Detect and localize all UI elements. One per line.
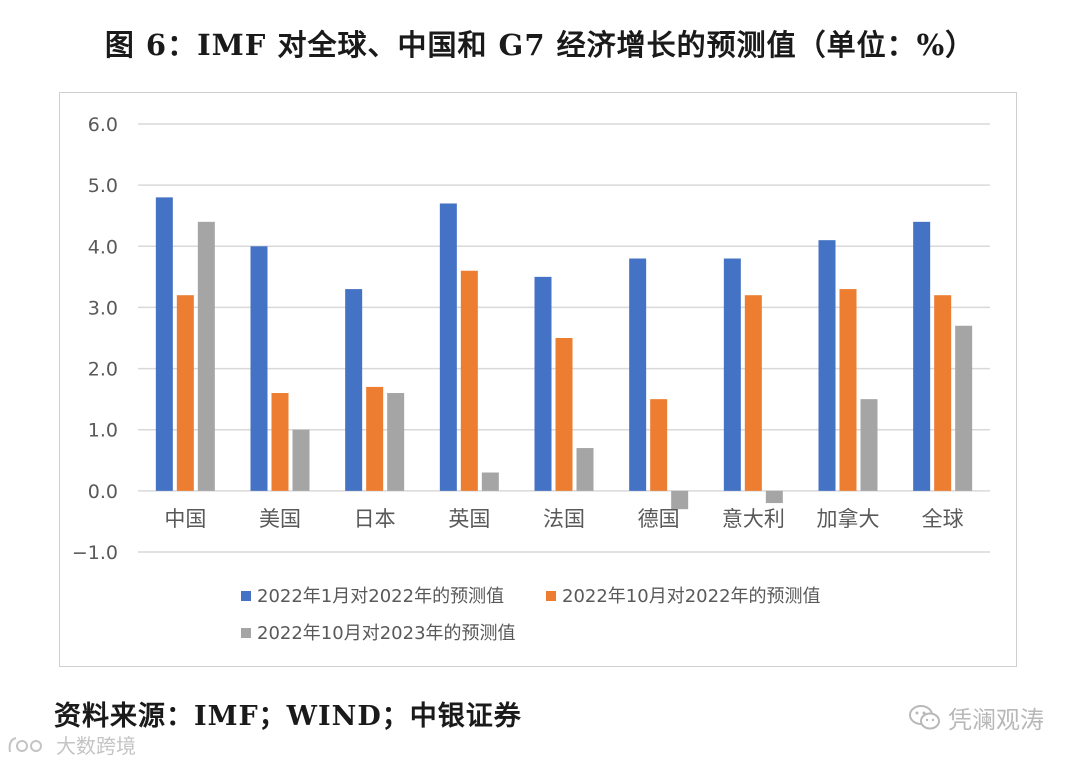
bar-3 xyxy=(197,221,215,491)
watermark-brand: 凭澜观涛 xyxy=(908,700,1044,735)
bar-2 xyxy=(934,295,952,491)
bar-3 xyxy=(387,393,405,491)
bar-1 xyxy=(155,197,173,491)
y-tick-label: 0.0 xyxy=(88,481,118,503)
watermark-site: 大数跨境 xyxy=(6,730,136,759)
legend-swatch xyxy=(241,628,251,638)
bar-3 xyxy=(955,325,973,491)
y-tick-label: 4.0 xyxy=(88,236,118,258)
bar-2 xyxy=(366,386,384,491)
bar-1 xyxy=(723,258,741,491)
bar-1 xyxy=(439,203,457,491)
bar-2 xyxy=(650,399,668,491)
bar-2 xyxy=(271,393,289,491)
x-tick-label: 英国 xyxy=(448,507,490,531)
x-tick-label: 美国 xyxy=(259,507,301,531)
bar-3 xyxy=(481,472,499,491)
y-tick-label: 1.0 xyxy=(88,420,118,442)
bar-3 xyxy=(292,429,310,491)
x-tick-label: 法国 xyxy=(543,507,585,531)
logo-icon xyxy=(8,736,42,752)
watermark-site-text: 大数跨境 xyxy=(56,734,136,758)
chart-area: 6.0 5.0 4.0 3.0 2.0 1.0 0.0 −1.0 中国 美国 日本 英国 法国 德国 意大利… xyxy=(59,92,1017,667)
bar-chart: 6.0 5.0 4.0 3.0 2.0 1.0 0.0 −1.0 中国 美国 日本 英国 法国 德国 意大利… xyxy=(72,114,990,644)
bar-3 xyxy=(671,490,689,510)
y-tick-label: 5.0 xyxy=(88,175,118,197)
y-tick-label: 6.0 xyxy=(88,114,118,136)
bar-2 xyxy=(176,295,194,491)
x-tick-label: 中国 xyxy=(164,507,206,531)
legend-label: 2022年10月对2022年的预测值 xyxy=(562,586,821,607)
bar-1 xyxy=(913,221,931,491)
x-tick-label: 日本 xyxy=(354,507,396,531)
bar-3 xyxy=(576,448,594,491)
legend-swatch xyxy=(241,591,251,601)
bar-2 xyxy=(744,295,762,491)
bar-1 xyxy=(534,276,552,491)
y-tick-label: −1.0 xyxy=(72,542,118,564)
bar-1 xyxy=(818,240,836,491)
wechat-icon xyxy=(909,704,940,729)
x-tick-label: 意大利 xyxy=(722,507,785,531)
bar-3 xyxy=(860,399,878,491)
y-tick-label: 3.0 xyxy=(88,297,118,319)
x-tick-label: 加拿大 xyxy=(817,507,880,531)
x-tick-label: 全球 xyxy=(922,507,964,531)
bar-1 xyxy=(250,246,268,491)
bar-2 xyxy=(460,270,478,491)
bar-2 xyxy=(555,338,573,491)
chart-title: 图 6：IMF 对全球、中国和 G7 经济增长的预测值（单位：%） xyxy=(104,28,976,62)
legend-label: 2022年1月对2022年的预测值 xyxy=(257,586,504,607)
bar-2 xyxy=(839,289,857,491)
watermark-brand-text: 凭澜观涛 xyxy=(948,706,1044,734)
y-tick-label: 2.0 xyxy=(88,359,118,381)
bar-1 xyxy=(345,289,363,491)
bar-1 xyxy=(629,258,647,491)
legend-swatch xyxy=(546,591,556,601)
x-tick-label: 德国 xyxy=(638,507,680,531)
source-note: 资料来源：IMF；WIND；中银证券 xyxy=(54,701,522,732)
bar-3 xyxy=(765,490,783,504)
legend-label: 2022年10月对2023年的预测值 xyxy=(257,623,516,644)
